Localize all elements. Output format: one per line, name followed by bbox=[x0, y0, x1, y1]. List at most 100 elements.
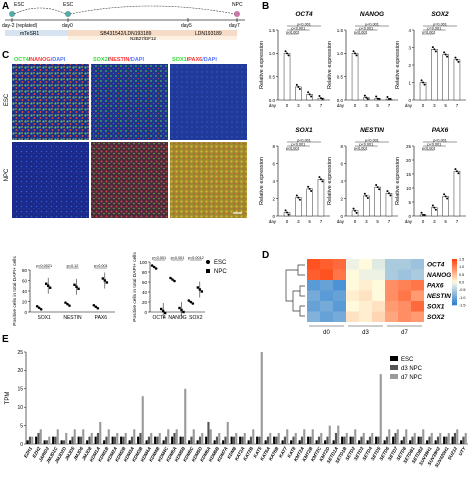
micrograph-esc-sox2 bbox=[91, 64, 168, 140]
qpcr-ylabel: Relative expression bbox=[395, 157, 401, 205]
tpm-bar bbox=[147, 436, 150, 444]
tpm-bar bbox=[48, 436, 51, 444]
tpm-xtick: KDM8 bbox=[226, 446, 237, 460]
quant-ytick: 80 bbox=[22, 268, 28, 273]
quant-point-esc bbox=[66, 302, 69, 306]
heatmap-cell bbox=[346, 259, 359, 270]
tpm-xtick: KAT2A bbox=[234, 446, 246, 461]
qpcr-xtick: 5 bbox=[308, 219, 311, 224]
qpcr-pvalue: p<0.001 bbox=[354, 30, 368, 34]
tpm-ytick: 5 bbox=[20, 423, 23, 429]
esc-cell-icon-2 bbox=[65, 11, 71, 17]
tpm-bar bbox=[362, 432, 365, 444]
qpcr-point bbox=[378, 188, 381, 191]
quant-pvalue: p<0.001 bbox=[171, 256, 185, 260]
tpm-bar bbox=[360, 436, 363, 444]
qpcr-pvalue: p<0.001 bbox=[422, 146, 436, 150]
panel-letter-a: A bbox=[2, 1, 9, 12]
qpcr-pvalue: p<0.001 bbox=[354, 146, 368, 150]
stain-label-2-0: SOX1 bbox=[172, 57, 187, 63]
qpcr-chart-nanog: NANOG 0.0 0.5 1.0 1.5 Relative expression day 0… bbox=[327, 11, 398, 108]
tpm-bar bbox=[371, 432, 374, 444]
tpm-bar bbox=[196, 440, 199, 444]
qpcr-point bbox=[457, 172, 460, 175]
tpm-bar bbox=[154, 436, 157, 444]
qpcr-ytick: 15 bbox=[406, 172, 412, 177]
tpm-bar bbox=[277, 432, 280, 444]
qpcr-bar bbox=[306, 188, 313, 217]
tpm-bar bbox=[60, 440, 63, 444]
tpm-bar bbox=[188, 440, 191, 444]
qpcr-point bbox=[434, 50, 437, 53]
media-label-mtesr1: mTeSR1 bbox=[20, 31, 39, 37]
heatmap-cell bbox=[372, 259, 385, 270]
qpcr-pvalue: p<0.001 bbox=[433, 138, 447, 142]
qpcr-xtick: 3 bbox=[433, 219, 436, 224]
tpm-bar bbox=[334, 432, 337, 444]
dendrogram bbox=[285, 264, 305, 317]
tpm-bar bbox=[337, 425, 340, 444]
panel-e-tpm: E 0510152025TPMEZH1EZH2JARID2JMJD1CJMJD2… bbox=[2, 334, 468, 468]
tpm-bar bbox=[192, 429, 195, 444]
color-scale-tick: -1.5 bbox=[459, 304, 466, 308]
tpm-bar bbox=[99, 421, 102, 444]
quant-ytick: 60 bbox=[22, 278, 28, 283]
qpcr-xtick: 0 bbox=[286, 219, 289, 224]
qpcr-point bbox=[354, 52, 357, 55]
tpm-bar bbox=[139, 432, 142, 444]
heatmap-cell bbox=[411, 259, 424, 270]
tpm-xtick: KAT7 bbox=[278, 446, 288, 459]
tpm-bar bbox=[28, 436, 31, 444]
tpm-bar bbox=[269, 432, 272, 444]
qpcr-point bbox=[389, 194, 392, 197]
qpcr-xtick: 7 bbox=[388, 219, 391, 224]
qpcr-ytick: 0 bbox=[272, 214, 275, 219]
tpm-bar bbox=[103, 440, 106, 444]
tpm-bar bbox=[451, 436, 454, 444]
tpm-bar bbox=[377, 436, 380, 444]
qpcr-point bbox=[287, 54, 290, 57]
qpcr-point bbox=[307, 91, 310, 94]
qpcr-point bbox=[308, 93, 311, 96]
tpm-bar bbox=[283, 436, 286, 444]
tpm-bar bbox=[230, 436, 233, 444]
qpcr-xtick: 0 bbox=[354, 219, 357, 224]
quant-point-npc bbox=[77, 287, 80, 290]
tpm-bar bbox=[241, 436, 244, 444]
tpm-bar bbox=[332, 440, 335, 444]
heatmap-cell bbox=[346, 311, 359, 322]
qpcr-point bbox=[366, 98, 369, 100]
heatmap-cell bbox=[333, 301, 346, 312]
tpm-bar bbox=[120, 436, 123, 444]
qpcr-point bbox=[455, 58, 458, 61]
heatmap-gene-label: NESTIN bbox=[427, 293, 451, 300]
panel-letter-d: D bbox=[262, 250, 269, 261]
tpm-bar bbox=[141, 396, 144, 444]
qpcr-ytick: 0 bbox=[340, 214, 343, 219]
qpcr-point bbox=[455, 170, 458, 173]
tpm-bar bbox=[179, 436, 182, 444]
qpcr-ytick: 0.5 bbox=[337, 74, 344, 79]
tpm-bar bbox=[39, 429, 42, 444]
quant-ytick: 40 bbox=[142, 290, 148, 295]
tpm-bar bbox=[218, 432, 221, 444]
panel-letter-c: C bbox=[2, 50, 9, 61]
qpcr-point bbox=[365, 96, 368, 99]
qpcr-point bbox=[321, 98, 324, 100]
quant-point-esc bbox=[92, 303, 96, 307]
tpm-bar bbox=[392, 436, 395, 444]
tpm-bar bbox=[383, 440, 386, 444]
day-label-1: day0 bbox=[62, 23, 73, 29]
quant-point-esc bbox=[171, 278, 174, 281]
heatmap-cell bbox=[398, 269, 411, 280]
tpm-bar bbox=[107, 429, 110, 444]
color-scale-step bbox=[452, 288, 457, 292]
qpcr-ytick: 4 bbox=[340, 179, 343, 184]
qpcr-point bbox=[433, 48, 436, 51]
heatmap-cell bbox=[359, 311, 372, 322]
qpcr-xprefix: day bbox=[405, 219, 413, 224]
tpm-bar bbox=[37, 432, 40, 444]
tpm-legend-label: d3 NPC bbox=[401, 366, 423, 372]
